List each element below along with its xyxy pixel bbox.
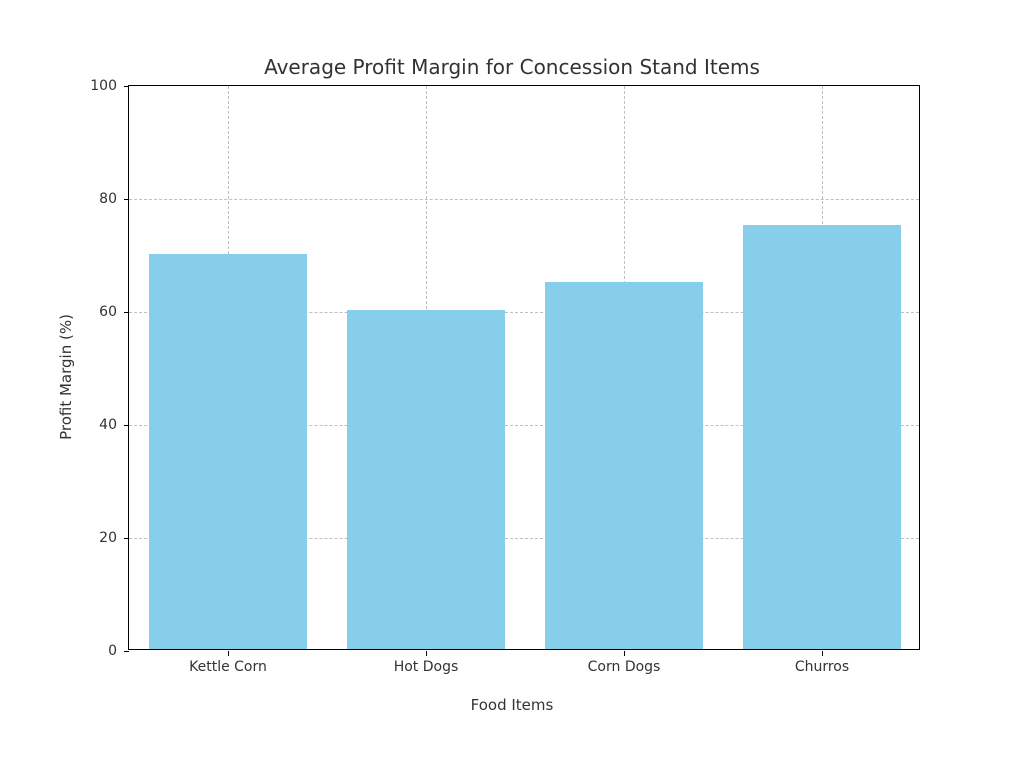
x-tick-label: Churros bbox=[795, 649, 849, 675]
x-tick-label: Kettle Corn bbox=[189, 649, 267, 675]
y-axis-label: Profit Margin (%) bbox=[57, 314, 75, 440]
bar bbox=[149, 254, 307, 650]
chart-container: Average Profit Margin for Concession Sta… bbox=[0, 0, 1024, 768]
grid-line-h bbox=[129, 199, 919, 200]
y-tick-label: 60 bbox=[99, 304, 129, 320]
y-tick-label: 100 bbox=[90, 78, 129, 94]
x-axis-label: Food Items bbox=[0, 696, 1024, 714]
x-tick-label: Hot Dogs bbox=[394, 649, 459, 675]
bar bbox=[347, 310, 505, 649]
y-tick-label: 80 bbox=[99, 191, 129, 207]
y-tick-label: 40 bbox=[99, 417, 129, 433]
x-tick-label: Corn Dogs bbox=[588, 649, 661, 675]
bar bbox=[545, 282, 703, 649]
plot-area: 020406080100Kettle CornHot DogsCorn Dogs… bbox=[128, 85, 920, 650]
chart-title: Average Profit Margin for Concession Sta… bbox=[0, 55, 1024, 79]
y-tick-label: 20 bbox=[99, 530, 129, 546]
bar bbox=[743, 225, 901, 649]
y-tick-label: 0 bbox=[108, 643, 129, 659]
